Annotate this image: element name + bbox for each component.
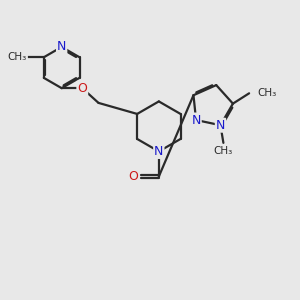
Text: O: O	[128, 170, 138, 183]
Text: N: N	[216, 119, 225, 132]
Text: N: N	[191, 113, 201, 127]
Text: O: O	[77, 82, 87, 95]
Text: CH₃: CH₃	[8, 52, 27, 62]
Text: CH₃: CH₃	[257, 88, 277, 98]
Text: N: N	[154, 145, 164, 158]
Text: CH₃: CH₃	[214, 146, 233, 156]
Text: N: N	[57, 40, 66, 53]
